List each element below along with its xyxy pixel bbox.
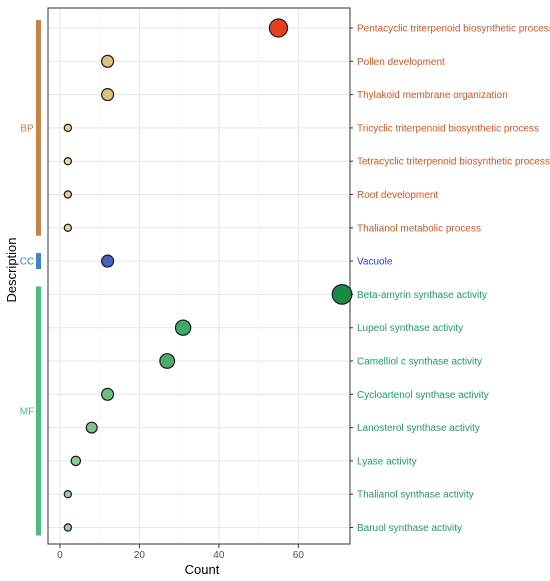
- bubble-point: [70, 455, 82, 467]
- x-axis-title: Count: [185, 562, 220, 577]
- bubble-point: [63, 190, 73, 199]
- category-label: Lyase activity: [357, 456, 417, 467]
- category-label: Thylakoid membrane organization: [357, 90, 508, 101]
- x-tick-label: 60: [293, 550, 305, 561]
- category-label: Vacuole: [357, 257, 393, 268]
- category-label: Cycloartenol synthase activity: [357, 390, 489, 401]
- category-label: Lanosterol synthase activity: [357, 423, 480, 434]
- group-bar: [36, 253, 41, 270]
- category-label: Pollen development: [357, 57, 445, 68]
- x-axis: 0 20 40 60: [57, 544, 304, 561]
- group-label: CC: [20, 257, 34, 268]
- category-label: Thalianol metabolic process: [357, 223, 481, 234]
- category-label: Root development: [357, 190, 438, 201]
- bubble-point: [159, 353, 176, 369]
- group-label: BP: [20, 123, 34, 134]
- category-label: Baruol synthase activity: [357, 523, 462, 534]
- bubble-point: [63, 523, 73, 532]
- category-label: Tricyclic triterpenoid biosynthetic proc…: [357, 123, 539, 134]
- category-label: Thalianol synthase activity: [357, 490, 474, 501]
- bubble-point: [63, 123, 73, 133]
- bubble-point: [101, 254, 115, 268]
- bubble-point: [85, 421, 98, 434]
- points: [63, 18, 353, 532]
- bubble-point: [101, 88, 115, 102]
- category-label: Beta-amyrin synthase activity: [357, 290, 487, 301]
- category-label: Camelliol c synthase activity: [357, 357, 482, 368]
- plot-panel-border: [47, 7, 351, 545]
- bubble-point: [63, 223, 73, 232]
- bubble-point: [174, 319, 192, 336]
- y-axis-title: Description: [4, 237, 19, 302]
- bubble-point: [331, 284, 353, 305]
- group-bar: [36, 286, 41, 536]
- category-label: Lupeol synthase activity: [357, 323, 463, 334]
- x-tick-label: 20: [134, 550, 146, 561]
- bubble-point: [101, 387, 115, 401]
- group-bar: [36, 20, 41, 236]
- category-labels: Pentacyclic triterpenoid biosynthetic pr…: [350, 24, 550, 534]
- bubble-point: [63, 156, 73, 166]
- group-bars: BP CC MF: [20, 20, 41, 536]
- category-label: Tetracyclic triterpenoid biosynthetic pr…: [357, 157, 550, 168]
- bubble-point: [101, 54, 115, 68]
- bubble-point: [268, 18, 289, 38]
- x-tick-label: 0: [57, 550, 63, 561]
- grid: [48, 8, 350, 544]
- group-label: MF: [20, 406, 34, 417]
- category-label: Pentacyclic triterpenoid biosynthetic pr…: [357, 24, 550, 35]
- x-tick-label: 40: [213, 550, 225, 561]
- bubble-point: [63, 490, 73, 499]
